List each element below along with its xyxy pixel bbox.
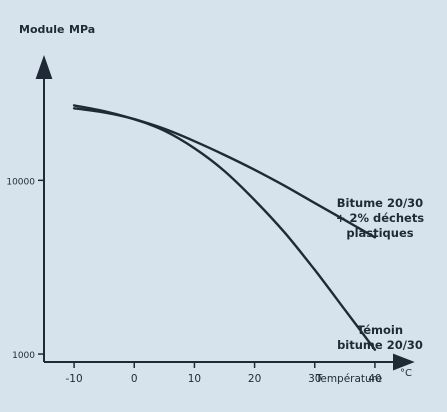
x-axis-unit: °C	[400, 368, 412, 379]
series-label-0-line-2: plastiques	[346, 226, 413, 240]
x-tick-label: 20	[248, 373, 261, 385]
y-axis-arrow	[35, 54, 53, 79]
series-line-1	[72, 107, 377, 351]
y-tick-label: 1000	[12, 351, 35, 361]
series-label-1-line-0: Témoin	[357, 323, 403, 337]
y-tick-label: 10000	[6, 177, 35, 187]
x-tick-label: 40	[368, 373, 381, 385]
x-tick-label: 30	[308, 373, 321, 385]
x-tick-label: -10	[66, 373, 83, 385]
x-axis-arrow	[393, 353, 415, 371]
x-tick-label: 0	[131, 373, 138, 385]
series-label-0-line-0: Bitume 20/30	[337, 196, 423, 210]
y-axis-unit: MPa	[69, 23, 95, 36]
series-label-1-line-1: bitume 20/30	[337, 338, 423, 352]
y-axis-label: Module	[19, 23, 64, 36]
x-axis-label: Température	[315, 373, 383, 385]
x-tick-label: 10	[188, 373, 201, 385]
series-label-0-line-1: + 2% déchets	[336, 211, 424, 225]
